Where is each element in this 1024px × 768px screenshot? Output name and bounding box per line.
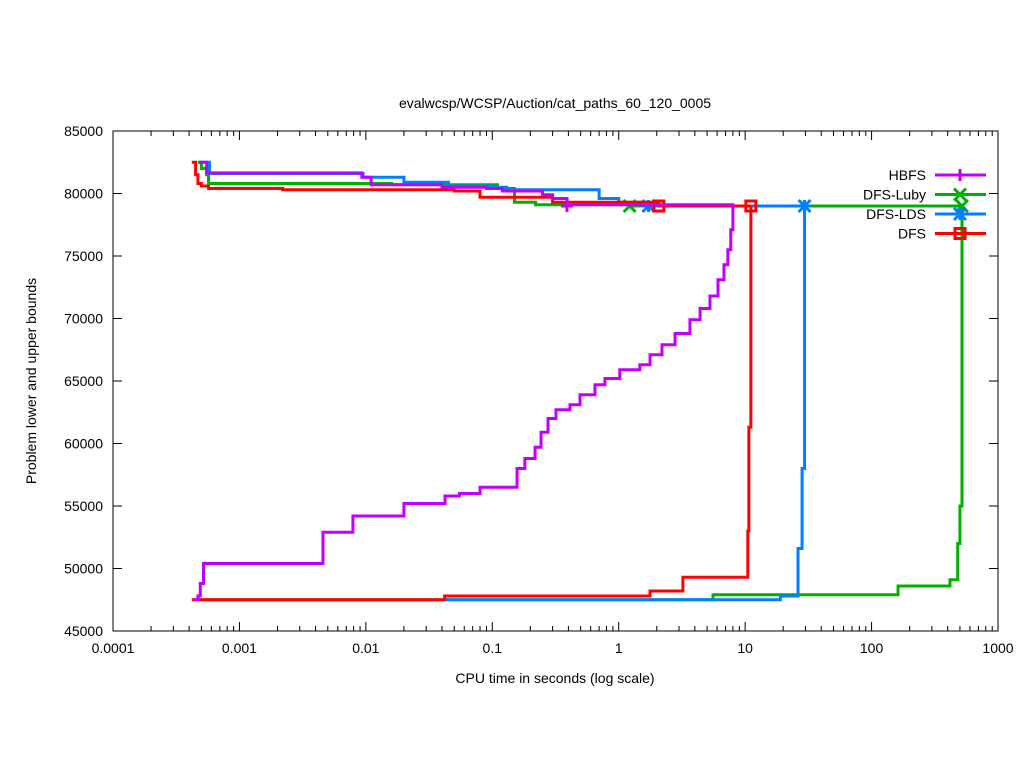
- y-axis-label: Problem lower and upper bounds: [23, 278, 39, 484]
- x-tick-label: 100: [860, 640, 884, 656]
- chart-title: evalwcsp/WCSP/Auction/cat_paths_60_120_0…: [399, 95, 711, 111]
- dfs-lds-lower-bound-line: [444, 206, 807, 602]
- y-tick-label: 70000: [64, 311, 103, 327]
- legend-label-dfs-lds: DFS-LDS: [866, 206, 926, 222]
- x-tick-label: 1: [615, 640, 623, 656]
- y-tick-label: 55000: [64, 498, 103, 514]
- series-hbfs: [193, 160, 735, 602]
- y-tick-label: 65000: [64, 373, 103, 389]
- legend-marker-dfs-lds: [952, 206, 968, 222]
- x-tick-label: 0.001: [222, 640, 257, 656]
- y-tick-label: 75000: [64, 248, 103, 264]
- legend-label-dfs: DFS: [898, 226, 926, 242]
- legend-label-dfs-luby: DFS-Luby: [863, 187, 926, 203]
- x-tick-label: 0.0001: [92, 640, 135, 656]
- y-tick-label: 60000: [64, 436, 103, 452]
- y-tick-label: 85000: [64, 123, 103, 139]
- y-tick-label: 80000: [64, 186, 103, 202]
- dfs-luby-upper-bound-line: [197, 160, 962, 208]
- dfs-upper-bound-line: [191, 160, 751, 208]
- plot-frame: [112, 130, 999, 632]
- dfs-lds-point-marker: [797, 198, 812, 214]
- y-tick-label: 45000: [64, 623, 103, 639]
- series-dfs-lds: [201, 160, 812, 602]
- y-tick-label: 50000: [64, 561, 103, 577]
- x-tick-label: 0.01: [352, 640, 379, 656]
- hbfs-lower-bound-line: [193, 204, 735, 602]
- hbfs-point-marker: [561, 200, 574, 212]
- x-tick-label: 10: [737, 640, 753, 656]
- x-tick-label: 0.1: [483, 640, 503, 656]
- dfs-point-marker: [744, 199, 758, 213]
- legend-label-hbfs: HBFS: [889, 167, 926, 183]
- series-dfs: [191, 160, 758, 602]
- dfs-luby-lower-bound-line: [197, 206, 964, 602]
- legend-marker-dfs: [953, 227, 967, 240]
- legend-marker-hbfs: [954, 169, 966, 181]
- legend-marker-dfs-luby: [952, 187, 968, 202]
- legend: HBFS DFS-Luby DFS-LDS DFS: [863, 167, 986, 242]
- x-axis-label: CPU time in seconds (log scale): [455, 670, 654, 686]
- x-tick-label: 1000: [982, 640, 1013, 656]
- dfs-lower-bound-line: [191, 206, 753, 602]
- series-dfs-luby: [197, 160, 970, 602]
- hbfs-upper-bound-line: [199, 160, 735, 207]
